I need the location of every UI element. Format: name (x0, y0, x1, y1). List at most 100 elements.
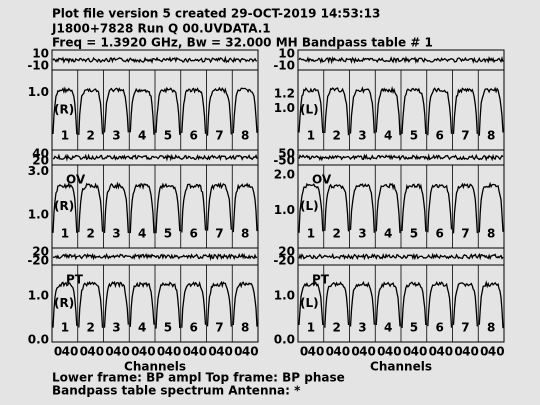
subpanel-label: 1 (307, 227, 315, 241)
x-tick-label: 0 (454, 345, 462, 359)
x-tick-label: 0 (208, 345, 216, 359)
subpanel-label: 1 (307, 321, 315, 335)
amp-tick-label: 1.0 (28, 288, 49, 302)
subpanel-label: 6 (435, 321, 443, 335)
x-tick-label: 0 (403, 345, 411, 359)
header-line: Freq = 1.3920 GHz, Bw = 32.000 MH Bandpa… (52, 36, 433, 50)
x-tick-label: 40 (242, 345, 259, 359)
subpanel-label: 2 (86, 321, 94, 335)
phase-tick-label: 50 (278, 147, 295, 161)
subpanel-label: 4 (384, 321, 392, 335)
phase-tick-label: 20 (278, 245, 295, 259)
amp-trace (298, 280, 504, 329)
subpanel-label: 7 (461, 321, 469, 335)
subpanel-label: 3 (112, 321, 120, 335)
amp-tick-label: 1.2 (274, 87, 295, 101)
subpanel-label: 8 (487, 129, 495, 143)
amp-tick-label: 1.0 (274, 203, 295, 217)
panel-label: (R) (54, 199, 74, 213)
subpanel-label: 1 (61, 227, 69, 241)
x-tick-label: 40 (385, 345, 402, 359)
subpanel-label: 5 (164, 321, 172, 335)
panel-label: (L) (300, 296, 319, 310)
x-tick-label: 0 (429, 345, 437, 359)
panel-label: (R) (54, 296, 74, 310)
x-tick-label: 40 (436, 345, 453, 359)
x-tick-label: 40 (216, 345, 233, 359)
phase-tick-label: 10 (32, 47, 49, 61)
amp-tick-label: 0.0 (274, 333, 295, 347)
subpanel-label: 4 (384, 227, 392, 241)
subpanel-label: 1 (61, 321, 69, 335)
subpanel-label: 8 (241, 321, 249, 335)
amp-trace (298, 85, 504, 136)
phase-trace (52, 153, 258, 162)
subpanel-label: 5 (410, 227, 418, 241)
subpanel-label: 4 (384, 129, 392, 143)
amp-tick-label: 1.0 (28, 85, 49, 99)
subpanel-label: 3 (358, 129, 366, 143)
x-tick-label: 0 (377, 345, 385, 359)
amp-tick-label: 3.0 (28, 164, 49, 178)
subpanel-label: 7 (215, 321, 223, 335)
subpanel-label: 2 (332, 227, 340, 241)
phase-trace (298, 252, 504, 261)
x-tick-label: 40 (308, 345, 325, 359)
phase-trace (298, 153, 504, 162)
panel-label: OV (66, 173, 86, 187)
phase-tick-label: 20 (32, 245, 49, 259)
subpanel-label: 5 (410, 129, 418, 143)
x-tick-label: 40 (165, 345, 182, 359)
panel-label: OV (312, 173, 332, 187)
x-tick-label: 0 (54, 345, 62, 359)
phase-trace (298, 55, 504, 65)
panel-label: (R) (54, 103, 74, 117)
amp-trace (52, 86, 258, 136)
x-tick-label: 40 (359, 345, 376, 359)
phase-tick-label: -20 (273, 254, 295, 268)
subpanel-label: 6 (189, 129, 197, 143)
subpanel-label: 6 (435, 129, 443, 143)
phase-tick-label: -10 (27, 59, 49, 73)
subpanel-label: 4 (138, 129, 146, 143)
phase-tick-label: 20 (32, 154, 49, 168)
amp-trace (298, 181, 504, 234)
x-tick-label: 0 (480, 345, 488, 359)
x-tick-label: 40 (488, 345, 505, 359)
subpanel-label: 7 (461, 129, 469, 143)
x-tick-label: 40 (113, 345, 130, 359)
x-axis-label: Channels (124, 360, 186, 374)
x-axis-label: Channels (370, 360, 432, 374)
header-line: J1800+7828 Run Q 00.UVDATA.1 (51, 22, 271, 36)
x-tick-label: 40 (462, 345, 479, 359)
amp-tick-label: 2.0 (274, 167, 295, 181)
subpanel-label: 1 (61, 129, 69, 143)
x-tick-label: 40 (190, 345, 207, 359)
amp-trace (52, 280, 258, 329)
amp-tick-label: 1.0 (28, 207, 49, 221)
x-tick-label: 0 (105, 345, 113, 359)
subpanel-label: 2 (332, 321, 340, 335)
x-tick-label: 0 (234, 345, 242, 359)
x-tick-label: 0 (351, 345, 359, 359)
subpanel-label: 4 (138, 321, 146, 335)
subpanel-label: 7 (461, 227, 469, 241)
subpanel-label: 3 (112, 129, 120, 143)
panel-label: (L) (300, 103, 319, 117)
subpanel-label: 8 (487, 321, 495, 335)
x-tick-label: 0 (157, 345, 165, 359)
amp-tick-label: 1.0 (274, 101, 295, 115)
subpanel-label: 2 (86, 129, 94, 143)
footer-line: Lower frame: BP ampl Top frame: BP phase (52, 371, 345, 385)
subpanel-label: 8 (241, 227, 249, 241)
header-line: Plot file version 5 created 29-OCT-2019 … (52, 7, 380, 21)
x-tick-label: 0 (326, 345, 334, 359)
x-tick-label: 0 (80, 345, 88, 359)
subpanel-label: 5 (164, 129, 172, 143)
subpanel-label: 7 (215, 129, 223, 143)
phase-trace (52, 252, 258, 262)
x-tick-label: 40 (333, 345, 350, 359)
subpanel-label: 3 (358, 227, 366, 241)
subpanel-label: 5 (164, 227, 172, 241)
